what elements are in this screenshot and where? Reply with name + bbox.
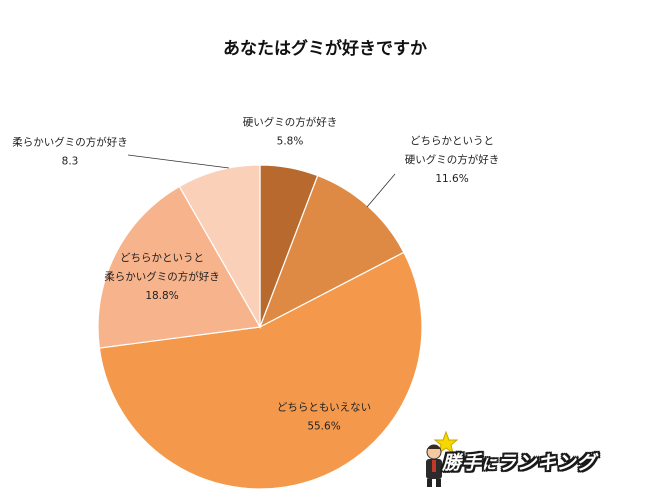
brand-tail: ランキング (497, 452, 597, 474)
slice-category-label: どちらかというと (120, 252, 204, 264)
slice-value-label: 11.6% (435, 173, 468, 185)
brand-main: 勝手 (442, 452, 483, 474)
slice-value-label: 18.8% (145, 290, 178, 302)
pie-slice (178, 164, 261, 330)
slice-category-label: どちらかというと (410, 135, 494, 147)
slice-category-label: 硬いグミの方が好き (405, 153, 500, 166)
slice-value-label: 55.6% (307, 421, 340, 433)
brand-wordmark: 勝手にランキング (442, 448, 596, 475)
slice-value-label: 8.3 (62, 156, 79, 168)
slice-value-label: 5.8% (277, 136, 304, 148)
leader-line (366, 173, 396, 208)
pie-slice (98, 251, 423, 490)
slice-category-label: 硬いグミの方が好き (243, 116, 338, 129)
brand-logo (412, 430, 642, 490)
brand-small: に (482, 457, 498, 473)
slice-category-label: 柔らかいグミの方が好き (12, 136, 128, 149)
chart-title: あなたはグミが好きですか (223, 39, 427, 59)
slice-category-label: 柔らかいグミの方が好き (104, 270, 220, 283)
pie-slice (97, 185, 261, 349)
leader-line (127, 154, 230, 169)
slice-category-label: どちらともいえない (277, 402, 371, 414)
star-icon (433, 430, 459, 455)
